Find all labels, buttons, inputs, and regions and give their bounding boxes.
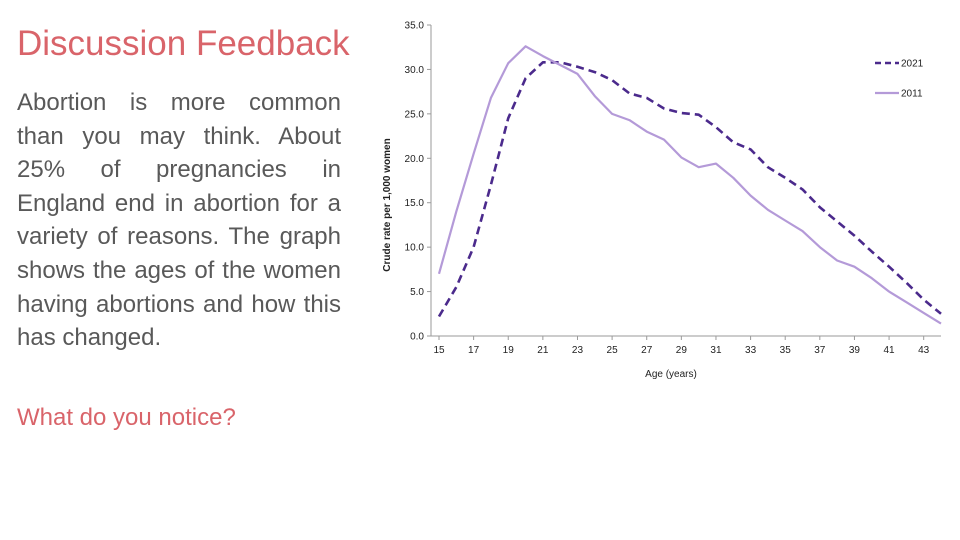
y-tick-label: 20.0 xyxy=(405,154,425,165)
x-tick-label: 37 xyxy=(814,345,826,356)
x-tick-label: 25 xyxy=(607,345,619,356)
x-tick-label: 43 xyxy=(918,345,930,356)
y-tick-label: 25.0 xyxy=(405,109,425,120)
x-tick-label: 27 xyxy=(641,345,653,356)
legend-label-2011: 2011 xyxy=(901,89,923,100)
body-text: Abortion is more common than you may thi… xyxy=(17,89,341,352)
y-tick-label: 5.0 xyxy=(410,287,424,298)
x-tick-label: 23 xyxy=(572,345,584,356)
x-tick-label: 33 xyxy=(745,345,757,356)
series-lines xyxy=(437,45,942,325)
slide-title: Discussion Feedback xyxy=(17,24,350,63)
discussion-question: What do you notice? xyxy=(17,404,236,431)
x-axis-ticks: 15 17 19 21 23 25 27 29 31 33 35 37 39 41 43 xyxy=(433,336,930,356)
series-line-2021 xyxy=(437,60,942,318)
y-tick-label: 35.0 xyxy=(405,21,425,32)
y-axis-title: Crude rate per 1,000 women xyxy=(382,138,393,271)
chart-legend: 2021 2011 xyxy=(875,59,924,100)
y-axis-ticks: 0.0 5.0 10.0 15.0 20.0 25.0 30.0 35.0 xyxy=(405,21,431,343)
series-line-2011 xyxy=(437,45,942,325)
abortion-rate-chart: 0.0 5.0 10.0 15.0 20.0 25.0 30.0 35.0 15 17 19 21 2… xyxy=(382,21,942,380)
y-tick-label: 15.0 xyxy=(405,198,425,209)
y-tick-label: 0.0 xyxy=(410,332,424,343)
x-tick-label: 15 xyxy=(433,345,445,356)
y-tick-label: 30.0 xyxy=(405,65,425,76)
x-tick-label: 41 xyxy=(884,345,896,356)
y-tick-label: 10.0 xyxy=(405,243,425,254)
x-tick-label: 21 xyxy=(537,345,549,356)
x-tick-label: 19 xyxy=(503,345,515,356)
x-tick-label: 31 xyxy=(710,345,722,356)
legend-label-2021: 2021 xyxy=(901,59,924,70)
x-tick-label: 17 xyxy=(468,345,480,356)
x-tick-label: 35 xyxy=(780,345,792,356)
x-tick-label: 39 xyxy=(849,345,861,356)
x-axis-title: Age (years) xyxy=(645,369,697,380)
x-tick-label: 29 xyxy=(676,345,688,356)
